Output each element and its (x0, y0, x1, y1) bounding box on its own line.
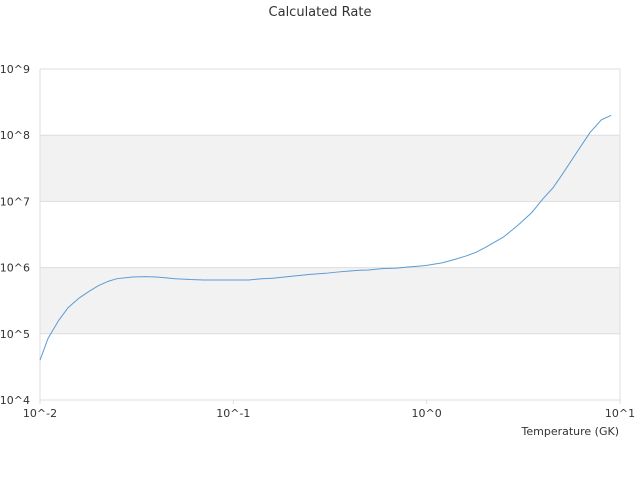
y-tick-label: 10^4 (0, 394, 30, 407)
y-tick-label: 10^6 (0, 262, 30, 275)
x-tick-label: 10^0 (412, 407, 442, 420)
y-tick-label: 10^9 (0, 63, 30, 76)
plot-bands (40, 135, 620, 334)
x-axis-ticks: 10^-2 10^-1 10^0 10^1 (23, 400, 635, 420)
y-tick-label: 10^5 (0, 328, 30, 341)
x-tick-label: 10^1 (605, 407, 635, 420)
x-tick-label: 10^-1 (216, 407, 250, 420)
plot-band (40, 267, 620, 334)
x-tick-label: 10^-2 (23, 407, 57, 420)
x-axis-title: Temperature (GK) (521, 425, 620, 438)
y-tick-label: 10^7 (0, 195, 30, 208)
rate-series-line (39, 114, 612, 361)
y-axis-ticks: 10^4 10^5 10^6 10^7 10^8 10^9 (0, 63, 30, 407)
y-tick-label: 10^8 (0, 129, 30, 142)
chart-title: Calculated Rate (269, 5, 372, 20)
grid-lines (39, 68, 621, 401)
plot-band (40, 135, 620, 202)
